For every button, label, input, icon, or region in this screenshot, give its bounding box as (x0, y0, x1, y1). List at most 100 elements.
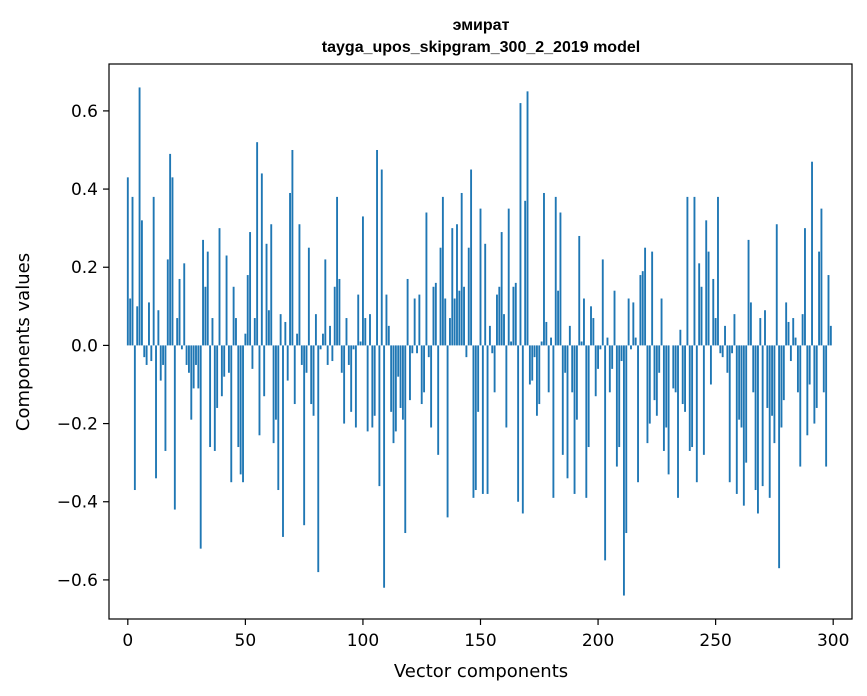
bar (488, 325, 491, 346)
bar (202, 239, 204, 346)
bar (724, 325, 726, 346)
bar (218, 228, 221, 346)
bar (747, 239, 750, 346)
bar (481, 345, 484, 494)
bar (190, 345, 193, 420)
bar (333, 286, 336, 346)
x-tick-label: 50 (235, 631, 257, 651)
bar (338, 278, 341, 346)
bar (371, 345, 374, 428)
bar (345, 318, 348, 346)
bar (759, 318, 762, 346)
bar (453, 298, 456, 346)
bar (585, 345, 588, 498)
bar (693, 196, 696, 346)
bar (766, 345, 769, 408)
x-axis-ticks: 0 50 100 150 200 250 300 (122, 619, 849, 651)
bar (731, 345, 734, 354)
bar (688, 345, 691, 451)
y-tick-label: −0.2 (57, 415, 98, 435)
bar (543, 192, 545, 346)
bar (554, 196, 557, 346)
y-tick-label: 0.0 (71, 336, 98, 356)
bar (498, 286, 501, 346)
bar (227, 345, 230, 373)
bar (463, 286, 465, 346)
bar (644, 247, 647, 346)
bar (707, 251, 710, 346)
bar (291, 149, 294, 346)
bar (343, 345, 346, 424)
bar (794, 337, 797, 346)
bar (244, 333, 247, 346)
y-tick-label: 0.2 (71, 258, 98, 278)
bar (350, 345, 353, 412)
bar (681, 345, 684, 405)
bar (230, 345, 233, 483)
bar (573, 345, 576, 494)
bar (491, 345, 494, 354)
bar (159, 345, 162, 381)
bar (575, 345, 578, 420)
bar (496, 294, 498, 346)
bar (444, 298, 447, 346)
bar (249, 232, 252, 346)
bar (319, 345, 322, 350)
bar (138, 87, 141, 346)
bar (423, 345, 426, 393)
bar (265, 243, 268, 346)
bar (559, 212, 562, 346)
bar (637, 345, 639, 483)
bar (472, 345, 475, 498)
bar (514, 282, 517, 346)
bar (719, 345, 722, 354)
bar (216, 345, 219, 408)
bar (251, 345, 254, 369)
bar (507, 208, 510, 346)
bar (705, 220, 708, 346)
bar (465, 345, 468, 358)
bar (717, 196, 719, 346)
bar (392, 345, 395, 444)
bar (632, 302, 635, 346)
bar (778, 345, 781, 569)
bar (757, 345, 759, 514)
bar (289, 192, 291, 346)
bar (545, 321, 548, 346)
bar (583, 298, 585, 346)
bar (385, 294, 388, 346)
bar (197, 345, 200, 389)
bar (409, 345, 411, 401)
bar (199, 345, 202, 549)
bar (822, 345, 825, 393)
bar (329, 325, 331, 346)
x-axis-label: Vector components (394, 661, 568, 682)
bar (679, 329, 682, 346)
bar (742, 345, 745, 506)
bar (362, 216, 364, 346)
bar (373, 345, 376, 416)
bar (155, 345, 157, 479)
bar (340, 345, 343, 373)
bar (820, 208, 823, 346)
bar (521, 345, 524, 514)
bar (531, 345, 534, 381)
bar (622, 345, 625, 596)
bar (829, 325, 832, 346)
bar (785, 302, 788, 346)
bar (566, 345, 569, 479)
bar (152, 196, 155, 346)
bar (615, 345, 618, 467)
bar (503, 314, 505, 346)
bar (651, 251, 654, 346)
bar (176, 318, 179, 346)
bar (133, 345, 136, 491)
bar (232, 286, 235, 346)
bar (432, 286, 435, 346)
y-tick-label: 0.4 (71, 180, 98, 200)
x-tick-label: 300 (817, 631, 849, 651)
bar (413, 298, 416, 346)
bar (293, 345, 296, 405)
bar (451, 228, 454, 346)
